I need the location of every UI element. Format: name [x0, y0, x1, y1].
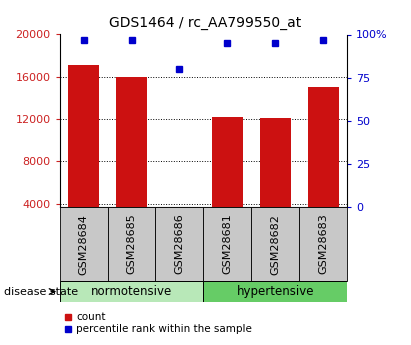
Text: GSM28684: GSM28684 [79, 214, 88, 275]
Bar [60, 281, 203, 302]
Text: normotensive: normotensive [91, 285, 172, 298]
Bar [212, 117, 243, 207]
Bar [164, 207, 195, 243]
Text: GSM28685: GSM28685 [127, 214, 136, 275]
Bar [308, 87, 339, 207]
Legend: count, percentile rank within the sample: count, percentile rank within the sample [65, 312, 252, 334]
Bar [108, 207, 155, 281]
Bar [203, 281, 347, 302]
Bar [252, 207, 299, 281]
Bar [68, 65, 99, 207]
Text: GSM28682: GSM28682 [270, 214, 280, 275]
Text: GSM28681: GSM28681 [222, 214, 232, 275]
Bar [60, 207, 108, 281]
Bar [155, 207, 203, 281]
Text: hypertensive: hypertensive [237, 285, 314, 298]
Bar [260, 118, 291, 207]
Text: GDS1464 / rc_AA799550_at: GDS1464 / rc_AA799550_at [109, 16, 302, 30]
Bar [203, 207, 252, 281]
Bar [299, 207, 347, 281]
Text: GSM28686: GSM28686 [175, 214, 185, 275]
Text: disease state: disease state [4, 287, 78, 296]
Bar [116, 77, 147, 207]
Text: GSM28683: GSM28683 [319, 214, 328, 275]
